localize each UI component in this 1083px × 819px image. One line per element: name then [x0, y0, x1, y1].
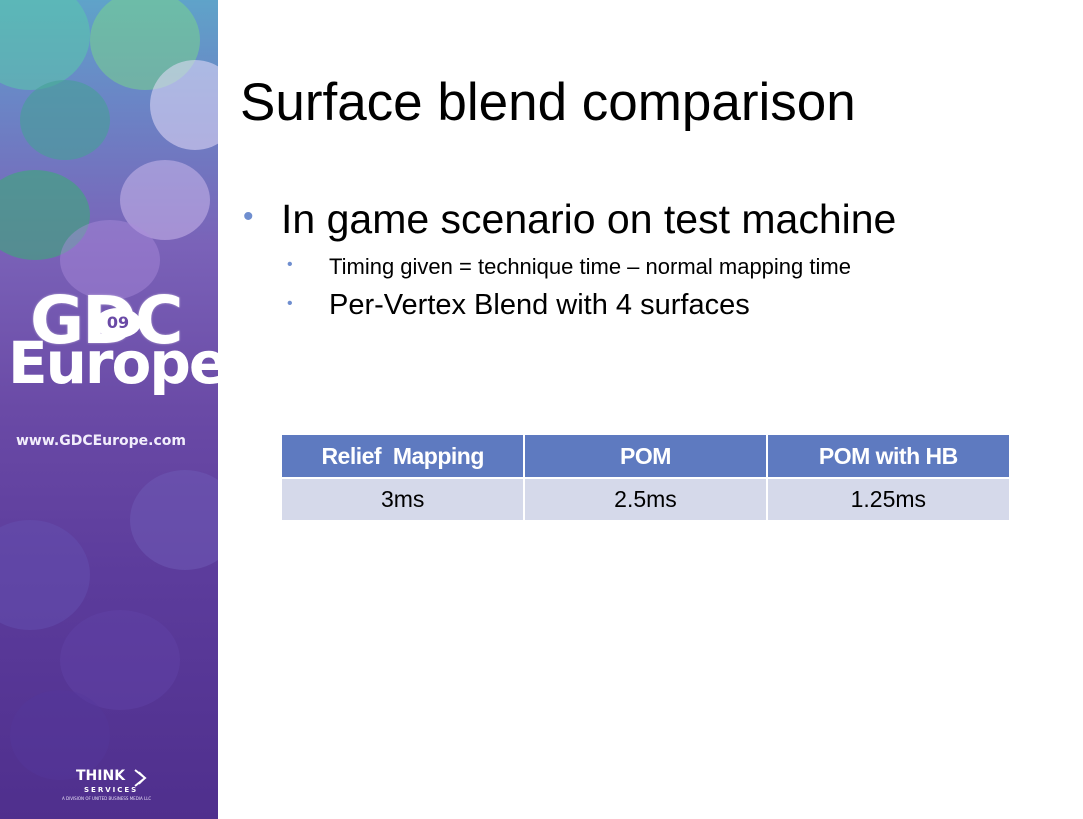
table-cell: 2.5ms: [524, 478, 768, 522]
table-header-cell: POM: [524, 435, 768, 479]
bullet-text: In game scenario on test machine: [281, 196, 897, 242]
decorative-leaf: [60, 220, 160, 300]
conference-banner: GDC 09 Europe www.GDCEurope.com THINK SE…: [0, 0, 218, 819]
sub-bullet-text: Per-Vertex Blend with 4 surfaces: [329, 289, 750, 321]
bullet-icon: •: [287, 256, 293, 273]
europe-logo-text: Europe: [8, 329, 218, 397]
table-row: 3ms 2.5ms 1.25ms: [282, 478, 1009, 522]
decorative-leaf: [120, 160, 210, 240]
decorative-leaf: [60, 610, 180, 710]
think-services-logo: THINK SERVICES A DIVISION OF UNITED BUSI…: [58, 766, 158, 806]
table-cell: 1.25ms: [766, 478, 1009, 522]
think-logo-tagline: A DIVISION OF UNITED BUSINESS MEDIA LLC: [62, 796, 152, 801]
decorative-leaf: [0, 170, 90, 260]
gdc-year-badge: 09: [95, 308, 141, 338]
think-logo-text: THINK: [76, 768, 126, 784]
timing-comparison-table: Relief Mapping POM POM with HB 3ms 2.5ms…: [282, 435, 1009, 522]
decorative-leaf: [130, 470, 218, 570]
decorative-leaf: [150, 60, 218, 150]
decorative-leaf: [10, 690, 110, 780]
decorative-leaf: [0, 520, 90, 630]
sub-bullet-text: Timing given = technique time – normal m…: [329, 254, 851, 279]
services-logo-text: SERVICES: [84, 786, 139, 794]
slide-title: Surface blend comparison: [240, 73, 856, 132]
table-cell: 3ms: [282, 478, 526, 522]
table-header-row: Relief Mapping POM POM with HB: [282, 435, 1009, 479]
table-header-cell: POM with HB: [766, 435, 1009, 479]
swoosh-icon: [134, 769, 147, 787]
decorative-leaf: [20, 80, 110, 160]
conference-url: www.GDCEurope.com: [16, 433, 187, 449]
gdc-europe-logo: GDC 09 Europe: [0, 288, 218, 418]
bullet-icon: •: [243, 200, 254, 233]
bullet-icon: •: [287, 295, 293, 312]
decorative-leaf: [0, 0, 90, 90]
table-header-cell: Relief Mapping: [282, 435, 526, 479]
